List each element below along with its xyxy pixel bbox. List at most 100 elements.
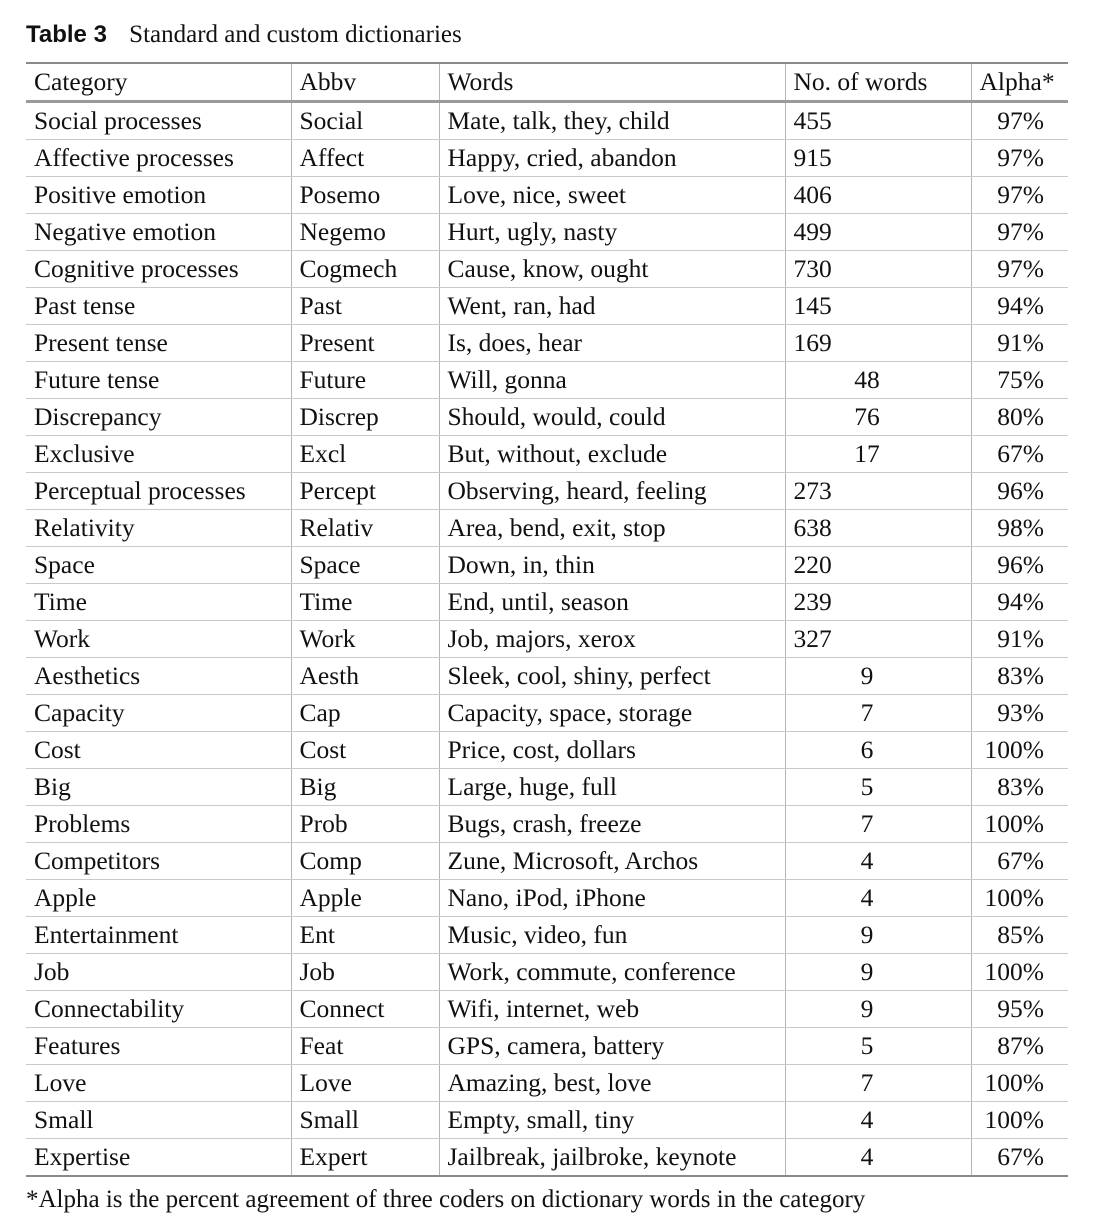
cell-alpha: 96% <box>970 546 1068 584</box>
cell-abbv: Apple <box>290 879 439 917</box>
cell-count: 6 <box>784 731 971 769</box>
cell-category: Capacity <box>26 694 291 732</box>
cell-category: Connectability <box>26 990 291 1028</box>
table-row: Cost Cost Price, cost, dollars 6 100% <box>26 731 1068 769</box>
cell-words: Will, gonna <box>438 361 785 399</box>
cell-abbv: Cap <box>290 694 439 732</box>
cell-count: 9 <box>784 916 971 954</box>
cell-abbv: Past <box>290 287 439 325</box>
cell-count: 9 <box>784 657 971 695</box>
cell-count: 239 <box>784 583 971 621</box>
cell-alpha: 97% <box>970 139 1068 177</box>
cell-count: 76 <box>784 398 971 436</box>
cell-category: Love <box>26 1064 291 1102</box>
table-row: Connectability Connect Wifi, internet, web… <box>26 990 1068 1028</box>
cell-abbv: Affect <box>290 139 439 177</box>
cell-alpha: 83% <box>970 657 1068 695</box>
table-row: Past tense Past Went, ran, had 145 94% <box>26 287 1068 325</box>
table-body: Social processes Social Mate, talk, they, … <box>26 101 1068 1177</box>
cell-abbv: Expert <box>290 1138 439 1177</box>
cell-count: 4 <box>784 879 971 917</box>
table-row: Exclusive Excl But, without, exclude 17 67% <box>26 435 1068 473</box>
cell-count: 48 <box>784 361 971 399</box>
cell-words: Music, video, fun <box>438 916 785 954</box>
cell-alpha: 100% <box>970 805 1068 843</box>
cell-count: 7 <box>784 694 971 732</box>
cell-alpha: 100% <box>970 953 1068 991</box>
header-alpha: Alpha* <box>970 62 1068 103</box>
cell-category: Affective processes <box>26 139 291 177</box>
cell-words: Work, commute, conference <box>438 953 785 991</box>
cell-count: 7 <box>784 805 971 843</box>
cell-alpha: 85% <box>970 916 1068 954</box>
cell-category: Big <box>26 768 291 806</box>
table-row: Small Small Empty, small, tiny 4 100% <box>26 1101 1068 1139</box>
table-row: Aesthetics Aesth Sleek, cool, shiny, perfe… <box>26 657 1068 695</box>
cell-category: Work <box>26 620 291 658</box>
cell-count: 915 <box>784 139 971 177</box>
cell-abbv: Space <box>290 546 439 584</box>
cell-abbv: Big <box>290 768 439 806</box>
cell-category: Present tense <box>26 324 291 362</box>
cell-alpha: 97% <box>970 213 1068 251</box>
table-header-row: Category Abbv Words No. of words Alpha* <box>26 62 1068 103</box>
cell-abbv: Social <box>290 101 439 140</box>
cell-category: Perceptual processes <box>26 472 291 510</box>
cell-count: 327 <box>784 620 971 658</box>
cell-abbv: Posemo <box>290 176 439 214</box>
cell-words: Wifi, internet, web <box>438 990 785 1028</box>
cell-abbv: Discrep <box>290 398 439 436</box>
cell-words: Price, cost, dollars <box>438 731 785 769</box>
table-caption: Table 3 Standard and custom dictionaries <box>26 18 462 52</box>
cell-words: Jailbreak, jailbroke, keynote <box>438 1138 785 1177</box>
table-row: Relativity Relativ Area, bend, exit, stop 6… <box>26 509 1068 547</box>
header-abbv: Abbv <box>290 62 439 103</box>
table-row: Competitors Comp Zune, Microsoft, Archos 4 6… <box>26 842 1068 880</box>
header-words: Words <box>438 62 785 103</box>
table-row: Discrepancy Discrep Should, would, could 76… <box>26 398 1068 436</box>
cell-count: 4 <box>784 842 971 880</box>
table-row: Job Job Work, commute, conference 9 100% <box>26 953 1068 991</box>
table-row: Space Space Down, in, thin 220 96% <box>26 546 1068 584</box>
cell-words: Nano, iPod, iPhone <box>438 879 785 917</box>
cell-alpha: 100% <box>970 731 1068 769</box>
cell-alpha: 75% <box>970 361 1068 399</box>
cell-count: 5 <box>784 1027 971 1065</box>
cell-category: Expertise <box>26 1138 291 1177</box>
cell-alpha: 94% <box>970 287 1068 325</box>
table-footnote: *Alpha is the percent agreement of three… <box>26 1186 866 1213</box>
cell-count: 5 <box>784 768 971 806</box>
cell-category: Apple <box>26 879 291 917</box>
cell-category: Features <box>26 1027 291 1065</box>
cell-alpha: 97% <box>970 176 1068 214</box>
cell-abbv: Present <box>290 324 439 362</box>
cell-alpha: 87% <box>970 1027 1068 1065</box>
table-row: Expertise Expert Jailbreak, jailbroke, key… <box>26 1138 1068 1177</box>
cell-abbv: Percept <box>290 472 439 510</box>
cell-abbv: Time <box>290 583 439 621</box>
cell-abbv: Aesth <box>290 657 439 695</box>
table-row: Big Big Large, huge, full 5 83% <box>26 768 1068 806</box>
cell-alpha: 83% <box>970 768 1068 806</box>
cell-abbv: Negemo <box>290 213 439 251</box>
table-row: Affective processes Affect Happy, cried, a… <box>26 139 1068 177</box>
cell-count: 4 <box>784 1138 971 1177</box>
cell-abbv: Work <box>290 620 439 658</box>
cell-words: Zune, Microsoft, Archos <box>438 842 785 880</box>
cell-abbv: Future <box>290 361 439 399</box>
table-row: Negative emotion Negemo Hurt, ugly, nasty 4… <box>26 213 1068 251</box>
cell-alpha: 94% <box>970 583 1068 621</box>
cell-alpha: 95% <box>970 990 1068 1028</box>
cell-words: Mate, talk, they, child <box>438 101 785 140</box>
table-row: Entertainment Ent Music, video, fun 9 85% <box>26 916 1068 954</box>
table-label: Table 3 <box>26 21 107 48</box>
cell-category: Discrepancy <box>26 398 291 436</box>
cell-words: Large, huge, full <box>438 768 785 806</box>
cell-words: Is, does, hear <box>438 324 785 362</box>
table-row: Present tense Present Is, does, hear 169 91% <box>26 324 1068 362</box>
cell-abbv: Love <box>290 1064 439 1102</box>
cell-alpha: 96% <box>970 472 1068 510</box>
cell-alpha: 97% <box>970 250 1068 288</box>
table-title: Standard and custom dictionaries <box>129 21 462 48</box>
cell-category: Small <box>26 1101 291 1139</box>
